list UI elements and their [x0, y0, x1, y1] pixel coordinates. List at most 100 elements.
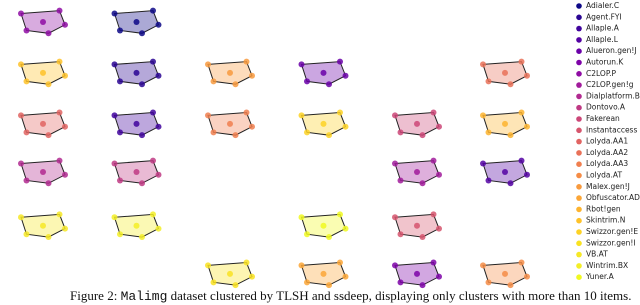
point — [502, 120, 508, 127]
point — [155, 21, 162, 28]
point — [320, 222, 327, 229]
legend-marker — [576, 172, 582, 179]
point — [210, 129, 217, 136]
point — [56, 157, 63, 164]
point — [249, 273, 255, 280]
point — [337, 259, 343, 266]
point — [18, 214, 24, 221]
legend-label: Rbot!gen — [586, 204, 621, 213]
point — [326, 234, 332, 241]
point — [507, 132, 514, 139]
point — [45, 30, 52, 37]
point — [397, 279, 404, 286]
legend-marker — [576, 104, 582, 111]
point — [507, 81, 514, 88]
legend-marker — [576, 251, 582, 258]
legend-label: Agent.FYI — [586, 12, 622, 21]
legend-label: Obfuscator.AD — [586, 193, 640, 202]
legend-label: Lolyda.AA1 — [586, 137, 628, 146]
legend-marker — [576, 48, 582, 54]
point — [518, 157, 525, 164]
point — [320, 270, 327, 277]
legend-label: Allaple.L — [586, 35, 619, 44]
point — [326, 81, 332, 88]
point — [298, 214, 305, 221]
legend-label: Fakerean — [586, 114, 620, 123]
point — [40, 69, 46, 76]
point — [518, 109, 525, 116]
point — [150, 109, 156, 116]
legend-marker — [576, 138, 582, 145]
point — [524, 72, 530, 79]
legend-label: Dialplatform.B — [586, 91, 640, 100]
point — [56, 58, 63, 65]
point — [392, 262, 398, 269]
point — [304, 279, 310, 286]
point — [326, 132, 332, 139]
point — [40, 18, 46, 25]
point — [392, 214, 398, 221]
point — [414, 120, 420, 127]
point — [117, 78, 123, 85]
legend-marker — [576, 71, 582, 77]
point — [480, 61, 486, 68]
point — [419, 282, 426, 289]
legend-marker — [576, 3, 582, 9]
point — [524, 273, 530, 280]
point — [155, 72, 162, 79]
point — [139, 30, 145, 37]
point — [485, 279, 492, 286]
point — [155, 171, 162, 178]
point — [298, 112, 305, 119]
legend-marker — [576, 161, 582, 167]
point — [150, 58, 156, 65]
point — [139, 132, 145, 139]
point — [502, 69, 508, 76]
point — [210, 78, 217, 85]
point — [18, 112, 24, 119]
legend-label: Swizzor.gen!I — [586, 238, 636, 247]
point — [430, 211, 437, 218]
point — [485, 78, 492, 85]
point — [205, 61, 211, 68]
point — [18, 160, 24, 167]
point — [507, 282, 514, 289]
point — [397, 129, 404, 136]
point — [117, 129, 123, 136]
point — [243, 58, 250, 65]
point — [18, 61, 24, 68]
legend-marker — [576, 184, 582, 190]
caption-code: Malimg — [121, 289, 168, 304]
point — [392, 160, 398, 167]
point — [117, 231, 123, 238]
point — [45, 180, 52, 187]
point — [419, 132, 426, 139]
point — [419, 234, 426, 241]
point — [150, 157, 156, 164]
point — [62, 21, 68, 28]
legend-label: Instantaccess — [586, 125, 637, 134]
point — [133, 69, 140, 76]
legend-marker — [576, 274, 582, 281]
point — [436, 171, 442, 178]
point — [133, 222, 140, 229]
point — [23, 177, 30, 184]
point — [232, 282, 239, 289]
point — [227, 270, 233, 277]
point — [243, 109, 250, 116]
point — [249, 72, 255, 79]
point — [205, 262, 211, 269]
legend: Adialer.C Agent.FYI Allaple.A Allaple.L Alue… — [576, 1, 640, 281]
caption: Figure 2: Malimg dataset clustered by TL… — [70, 288, 631, 304]
point — [139, 180, 145, 187]
legend-marker — [576, 14, 582, 21]
point — [56, 7, 63, 14]
legend-label: Dontovo.A — [586, 103, 626, 112]
point — [117, 27, 123, 34]
legend-label: Autorun.K — [586, 58, 624, 67]
point — [414, 222, 420, 229]
legend-marker — [576, 37, 582, 43]
point — [430, 259, 437, 266]
point — [518, 259, 525, 266]
